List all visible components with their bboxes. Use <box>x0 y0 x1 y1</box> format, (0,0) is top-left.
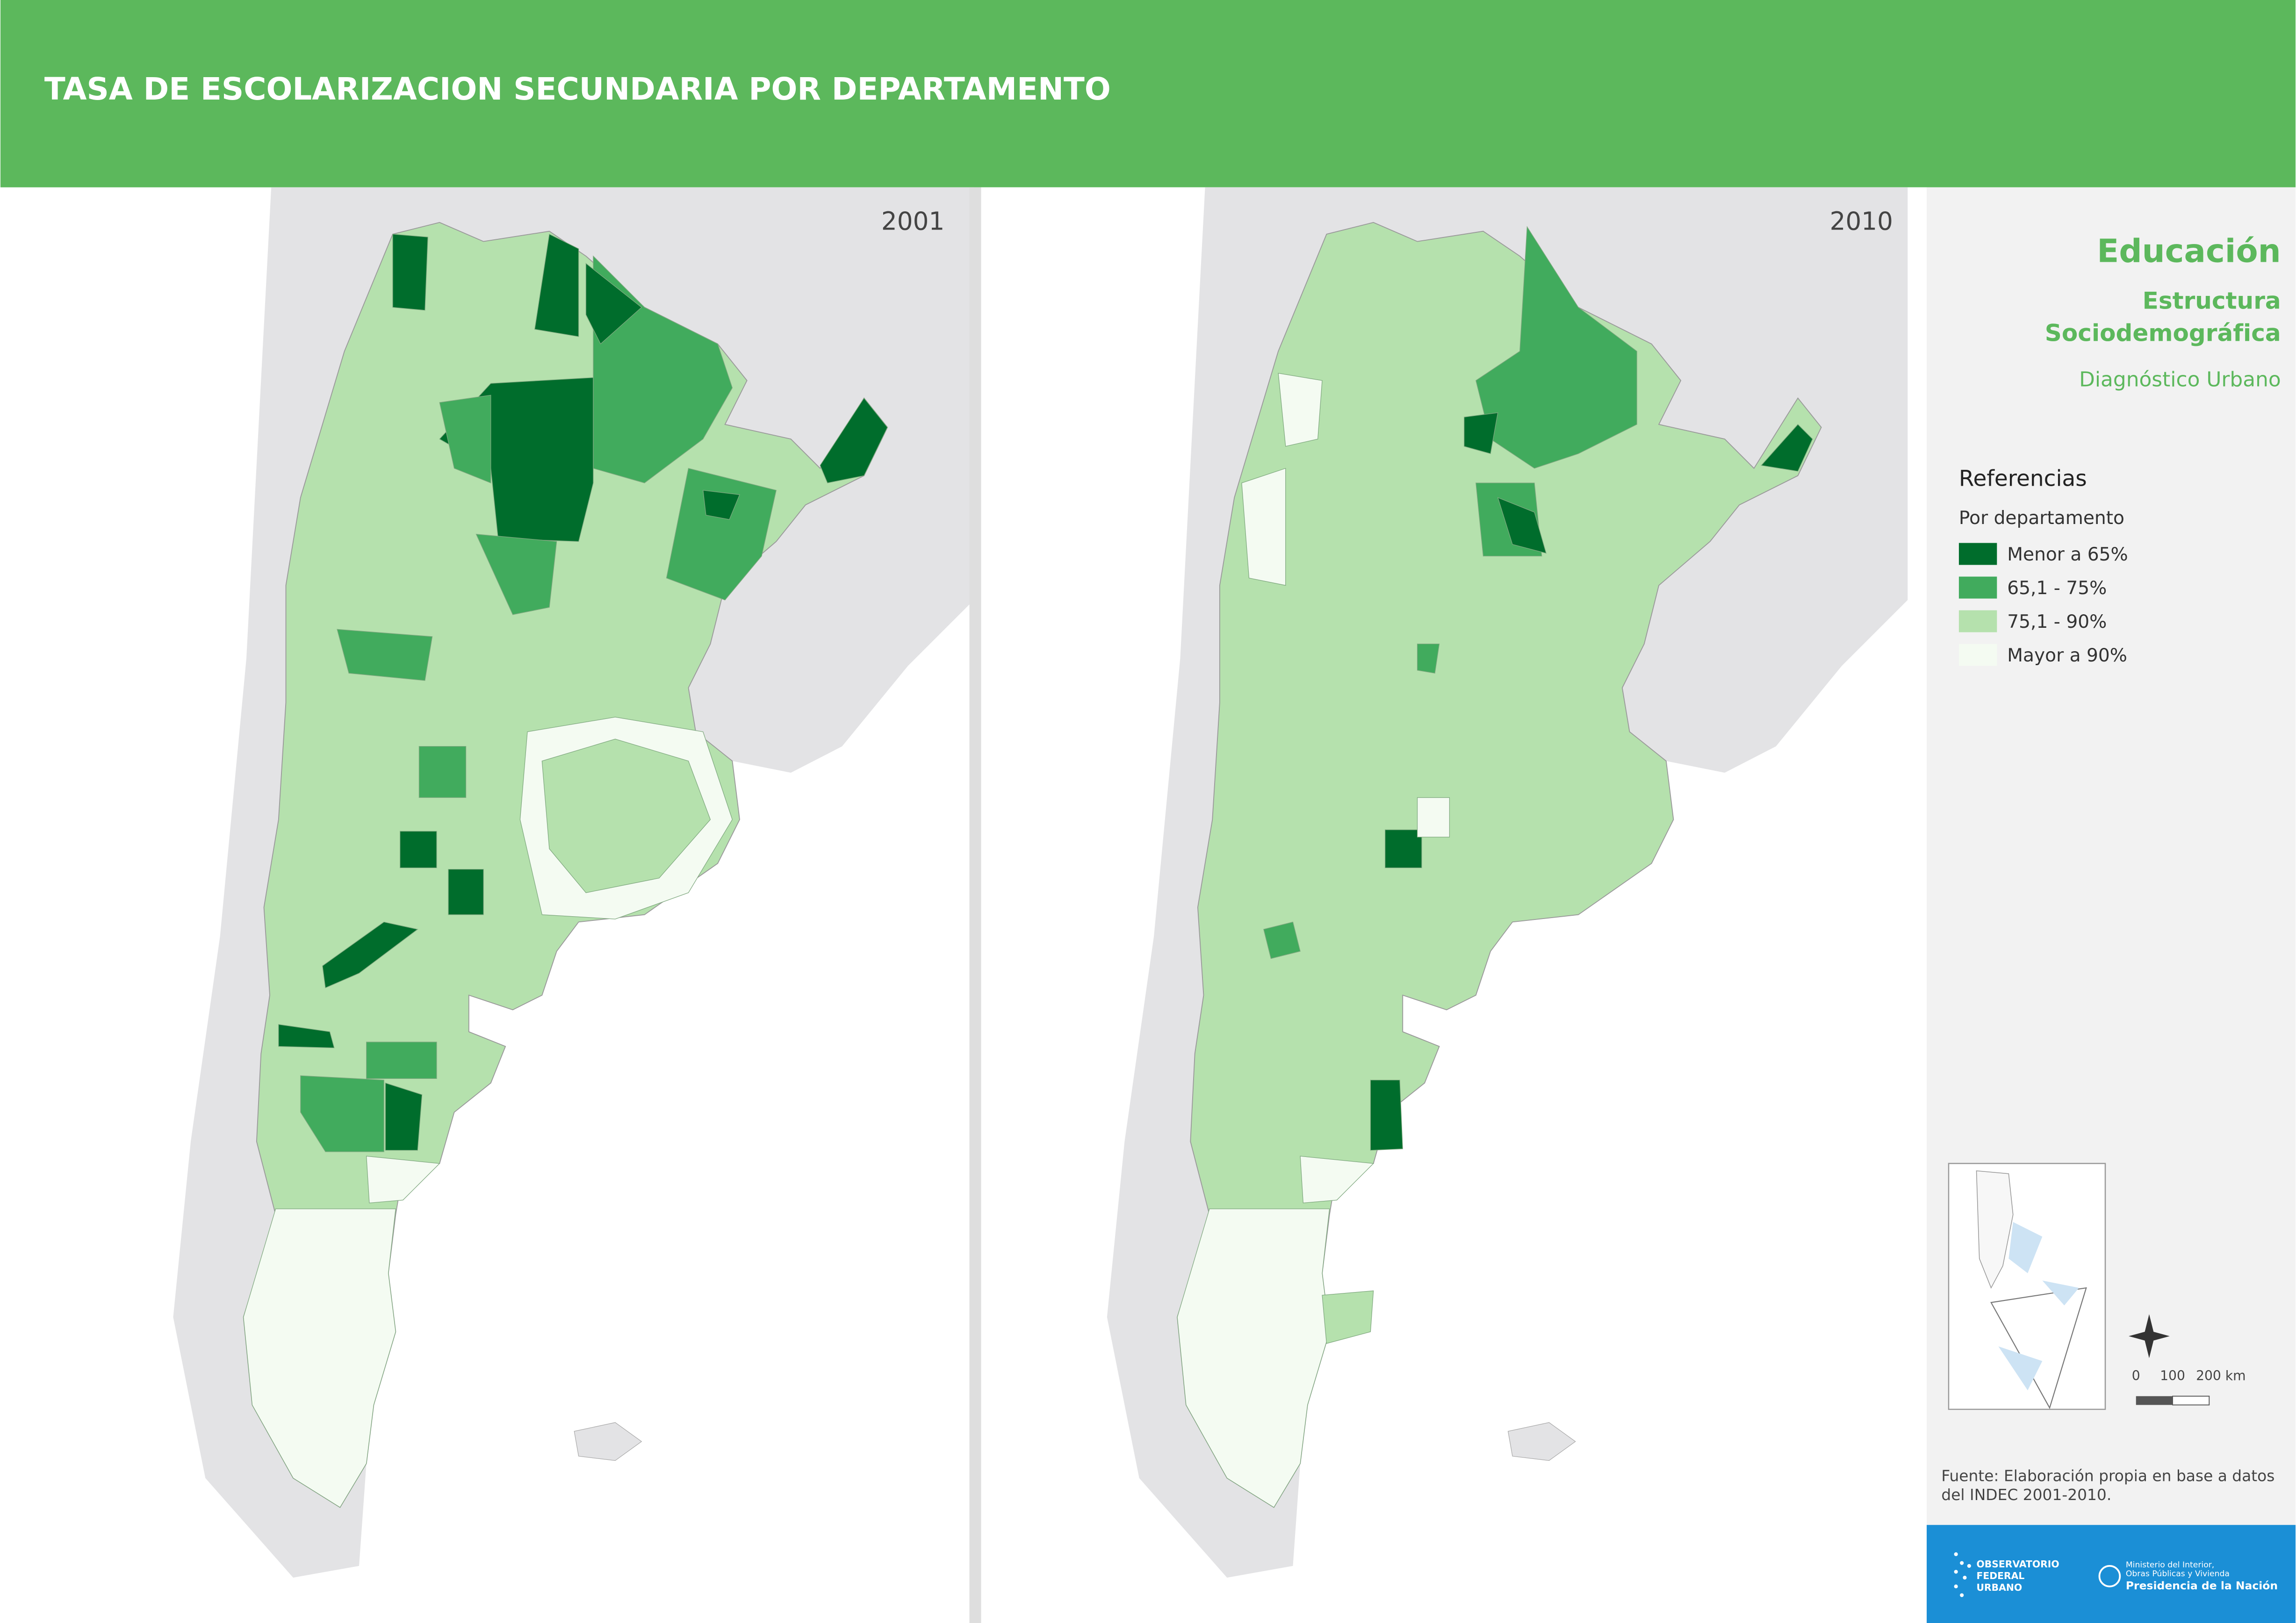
subsection: Sociodemográfica <box>2045 319 2281 346</box>
legend-swatch <box>1958 610 1997 632</box>
department-region <box>1417 643 1440 674</box>
department-region <box>1241 467 1286 586</box>
department-region <box>1761 424 1813 472</box>
map-year: 2001 <box>881 207 944 236</box>
header-band <box>0 0 2296 187</box>
department-region <box>585 263 642 345</box>
logo-text: URBANO <box>1977 1582 2022 1593</box>
department-region <box>392 234 428 311</box>
logo-text: Obras Públicas y Vivienda <box>2126 1569 2230 1579</box>
department-region <box>1300 1156 1375 1204</box>
legend-swatch <box>1958 644 1997 666</box>
logo-text: FEDERAL <box>1977 1570 2025 1581</box>
department-region <box>1417 797 1450 838</box>
map-year: 2010 <box>1830 207 1893 236</box>
source-note: Fuente: Elaboración propia en base a dat… <box>1941 1466 2274 1485</box>
department-region <box>322 921 418 989</box>
scale-label: 200 km <box>2196 1368 2246 1383</box>
logo-text: Ministerio del Interior, <box>2126 1560 2214 1570</box>
legend-label: 65,1 - 75% <box>2007 578 2107 599</box>
subsection: Estructura <box>2143 287 2281 315</box>
department-region <box>1322 1290 1374 1344</box>
locator-country <box>1976 1170 2014 1289</box>
department-region <box>385 1082 423 1151</box>
logo-text: Presidencia de la Nación <box>2126 1579 2278 1592</box>
department-region <box>1464 412 1498 454</box>
scale-bar <box>2136 1396 2173 1405</box>
department-region <box>1263 921 1301 959</box>
department-region <box>666 468 777 601</box>
legend-swatch <box>1958 576 1997 599</box>
islands <box>574 1422 642 1461</box>
islands <box>1507 1422 1576 1461</box>
map-divider <box>969 187 981 1623</box>
department-region <box>820 397 888 483</box>
legend: Menor a 65% 65,1 - 75% 75,1 - 90% Mayor a 9… <box>1958 543 2128 666</box>
department-region <box>1385 829 1422 869</box>
legend-label: 75,1 - 90% <box>2007 611 2107 632</box>
department-region <box>300 1075 384 1152</box>
department-region <box>400 831 437 869</box>
department-region <box>366 1156 440 1204</box>
legend-label: Menor a 65% <box>2007 544 2128 565</box>
map-2001: 2001 <box>173 187 974 1578</box>
department-region <box>278 1024 335 1048</box>
department-region <box>366 1041 437 1079</box>
scale-label: 100 <box>2160 1368 2185 1383</box>
department-region <box>337 629 433 681</box>
legend-swatch <box>1958 543 1997 565</box>
department-region <box>1370 1079 1403 1151</box>
department-region <box>1475 226 1637 469</box>
department-region <box>1278 373 1323 447</box>
sidebar-subtitle: Diagnóstico Urbano <box>2079 368 2281 392</box>
section-title: Educación <box>2097 232 2281 270</box>
map-2010: 2010 <box>981 187 1927 1623</box>
department-region <box>541 739 711 893</box>
department-region <box>534 233 579 337</box>
scale-bar <box>2172 1395 2210 1406</box>
legend-subtitle: Por departamento <box>1959 508 2124 529</box>
page-title: TASA DE ESCOLARIZACION SECUNDARIA POR DE… <box>44 71 1111 107</box>
observatorio-logo <box>1954 1552 1971 1597</box>
department-region <box>1497 497 1547 554</box>
legend-label: Mayor a 90% <box>2007 645 2127 666</box>
footer-band <box>1927 1525 2296 1623</box>
department-region <box>439 395 491 484</box>
north-arrow <box>2129 1314 2170 1358</box>
legend-title: Referencias <box>1959 466 2087 491</box>
department-region <box>475 534 557 615</box>
scale-label: 0 <box>2132 1368 2140 1383</box>
coat-of-arms <box>2098 1565 2121 1587</box>
department-region <box>418 746 467 798</box>
source-note: del INDEC 2001-2010. <box>1941 1486 2111 1504</box>
locator-sea <box>1998 1222 2079 1391</box>
logo-text: OBSERVATORIO <box>1977 1558 2059 1570</box>
department-region <box>703 490 740 520</box>
department-region <box>448 869 484 915</box>
